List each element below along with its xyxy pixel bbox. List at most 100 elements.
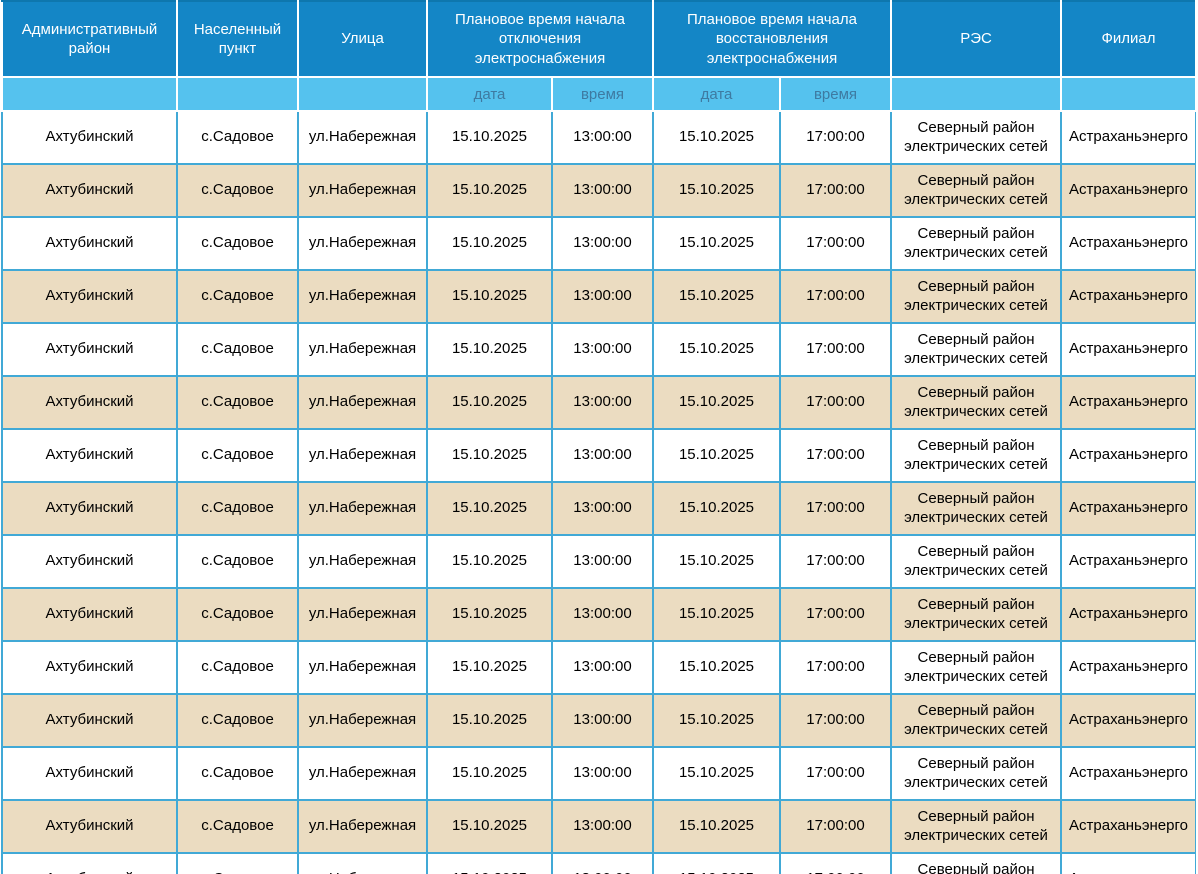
cell-outage-time: 13:00:00 <box>551 375 654 430</box>
cell-restore-time: 17:00:00 <box>779 110 892 165</box>
cell-outage-date: 15.10.2025 <box>426 640 553 695</box>
cell-outage-time: 13:00:00 <box>551 269 654 324</box>
subheader-empty <box>890 76 1062 112</box>
cell-settlement: с.Садовое <box>176 534 299 589</box>
cell-outage-time: 13:00:00 <box>551 481 654 536</box>
header-outage-start: Плановое время начала отключения электро… <box>426 0 654 78</box>
cell-outage-time: 13:00:00 <box>551 322 654 377</box>
cell-res: Северный район электрических сетей <box>890 481 1062 536</box>
cell-street: ул.Набережная <box>297 216 428 271</box>
cell-outage-time: 13:00:00 <box>551 163 654 218</box>
cell-res: Северный район электрических сетей <box>890 322 1062 377</box>
cell-res: Северный район электрических сетей <box>890 534 1062 589</box>
cell-admin-district: Ахтубинский <box>1 110 178 165</box>
cell-res: Северный район электрических сетей <box>890 746 1062 801</box>
cell-res: Северный район электрических сетей <box>890 428 1062 483</box>
cell-restore-date: 15.10.2025 <box>652 110 781 165</box>
cell-branch: Астраханьэнерго <box>1060 216 1196 271</box>
cell-settlement: с.Садовое <box>176 852 299 874</box>
cell-restore-date: 15.10.2025 <box>652 375 781 430</box>
cell-restore-time: 17:00:00 <box>779 693 892 748</box>
cell-outage-time: 13:00:00 <box>551 746 654 801</box>
cell-restore-time: 17:00:00 <box>779 428 892 483</box>
cell-outage-time: 13:00:00 <box>551 587 654 642</box>
subheader-outage-date: дата <box>426 76 553 112</box>
cell-restore-time: 17:00:00 <box>779 587 892 642</box>
cell-admin-district: Ахтубинский <box>1 746 178 801</box>
cell-admin-district: Ахтубинский <box>1 534 178 589</box>
cell-outage-date: 15.10.2025 <box>426 269 553 324</box>
cell-outage-date: 15.10.2025 <box>426 216 553 271</box>
subheader-row: дата время дата время <box>1 76 1196 112</box>
cell-res: Северный район электрических сетей <box>890 163 1062 218</box>
cell-admin-district: Ахтубинский <box>1 269 178 324</box>
cell-admin-district: Ахтубинский <box>1 799 178 854</box>
header-street: Улица <box>297 0 428 78</box>
cell-restore-date: 15.10.2025 <box>652 428 781 483</box>
cell-street: ул.Набережная <box>297 534 428 589</box>
cell-branch: Астраханьэнерго <box>1060 269 1196 324</box>
cell-restore-time: 17:00:00 <box>779 481 892 536</box>
cell-outage-time: 13:00:00 <box>551 216 654 271</box>
table-body: Ахтубинский с.Садовое ул.Набережная 15.10.2… <box>1 110 1196 874</box>
cell-settlement: с.Садовое <box>176 640 299 695</box>
cell-restore-time: 17:00:00 <box>779 640 892 695</box>
cell-settlement: с.Садовое <box>176 481 299 536</box>
cell-admin-district: Ахтубинский <box>1 322 178 377</box>
cell-restore-time: 17:00:00 <box>779 163 892 218</box>
header-row: Административный район Населенный пункт … <box>1 0 1196 78</box>
cell-settlement: с.Садовое <box>176 587 299 642</box>
cell-res: Северный район электрических сетей <box>890 640 1062 695</box>
subheader-outage-time: время <box>551 76 654 112</box>
cell-admin-district: Ахтубинский <box>1 587 178 642</box>
cell-settlement: с.Садовое <box>176 322 299 377</box>
cell-settlement: с.Садовое <box>176 375 299 430</box>
cell-admin-district: Ахтубинский <box>1 375 178 430</box>
cell-branch: Астраханьэнерго <box>1060 163 1196 218</box>
subheader-empty <box>1 76 178 112</box>
cell-street: ул.Набережная <box>297 746 428 801</box>
cell-restore-time: 17:00:00 <box>779 322 892 377</box>
cell-branch: Астраханьэнерго <box>1060 428 1196 483</box>
header-res: РЭС <box>890 0 1062 78</box>
cell-restore-date: 15.10.2025 <box>652 746 781 801</box>
cell-outage-date: 15.10.2025 <box>426 110 553 165</box>
cell-outage-date: 15.10.2025 <box>426 587 553 642</box>
cell-admin-district: Ахтубинский <box>1 693 178 748</box>
cell-res: Северный район электрических сетей <box>890 110 1062 165</box>
cell-street: ул.Набережная <box>297 799 428 854</box>
cell-branch: Астраханьэнерго <box>1060 481 1196 536</box>
subheader-empty <box>176 76 299 112</box>
cell-restore-time: 17:00:00 <box>779 534 892 589</box>
cell-branch: Астраханьэнерго <box>1060 640 1196 695</box>
cell-restore-date: 15.10.2025 <box>652 322 781 377</box>
cell-outage-time: 13:00:00 <box>551 534 654 589</box>
cell-restore-date: 15.10.2025 <box>652 481 781 536</box>
header-branch: Филиал <box>1060 0 1196 78</box>
cell-branch: Астраханьэнерго <box>1060 852 1196 874</box>
cell-branch: Астраханьэнерго <box>1060 746 1196 801</box>
cell-admin-district: Ахтубинский <box>1 481 178 536</box>
cell-res: Северный район электрических сетей <box>890 375 1062 430</box>
cell-settlement: с.Садовое <box>176 693 299 748</box>
cell-branch: Астраханьэнерго <box>1060 799 1196 854</box>
cell-settlement: с.Садовое <box>176 269 299 324</box>
cell-restore-time: 17:00:00 <box>779 746 892 801</box>
cell-street: ул.Набережная <box>297 428 428 483</box>
cell-res: Северный район электрических сетей <box>890 799 1062 854</box>
cell-outage-time: 13:00:00 <box>551 428 654 483</box>
cell-street: ул.Набережная <box>297 163 428 218</box>
cell-admin-district: Ахтубинский <box>1 428 178 483</box>
cell-outage-date: 15.10.2025 <box>426 799 553 854</box>
